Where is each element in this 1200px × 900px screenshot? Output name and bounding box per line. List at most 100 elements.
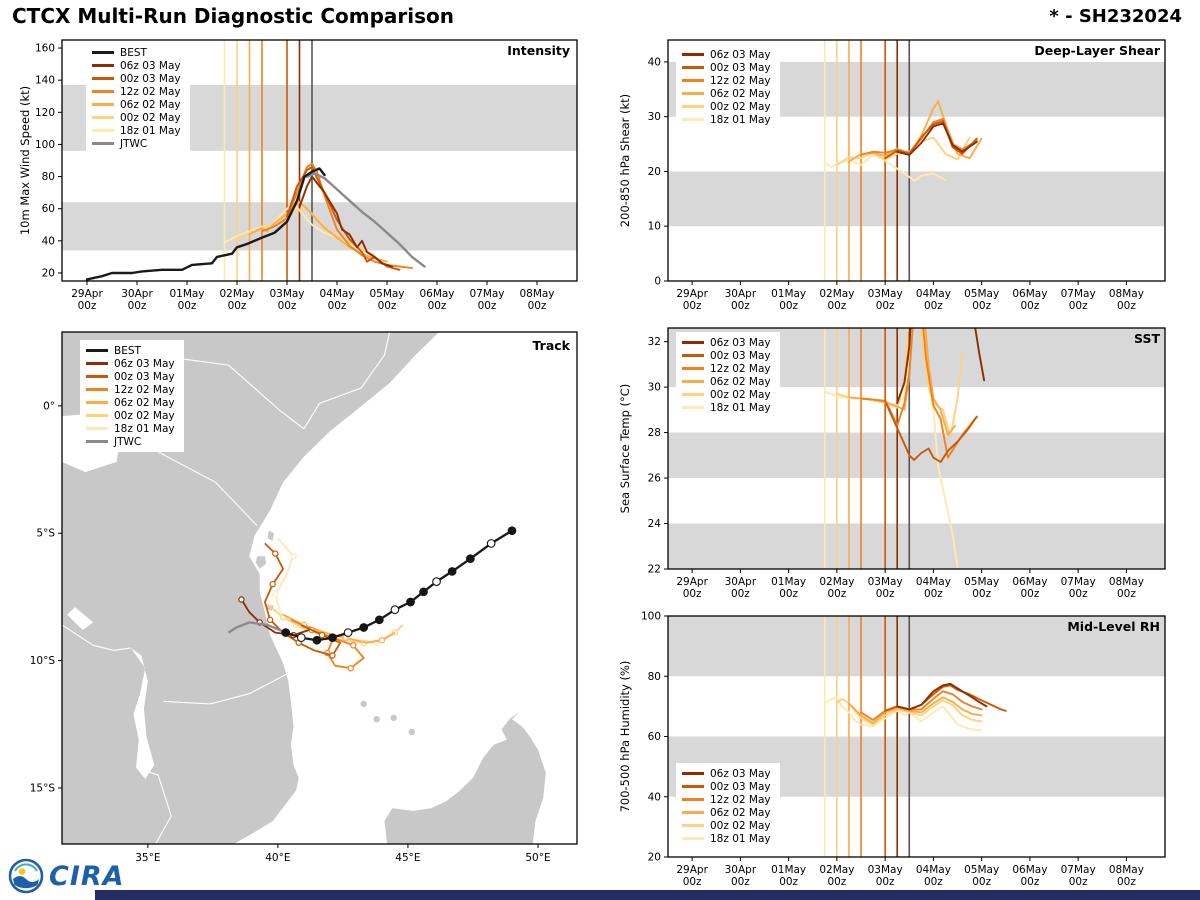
rh-ylabel: 700-500 hPa Humidity (%) <box>618 660 632 813</box>
legend-swatch <box>682 354 704 357</box>
svg-text:00z: 00z <box>1020 300 1039 312</box>
svg-text:5°S: 5°S <box>36 528 55 540</box>
svg-text:40: 40 <box>648 56 661 68</box>
series-r0603 <box>298 175 393 268</box>
legend-swatch <box>682 380 704 383</box>
svg-text:00z: 00z <box>924 300 943 312</box>
legend-item-r1202: 12z 02 May <box>682 362 771 375</box>
legend-item-r0602: 06z 02 May <box>86 396 175 409</box>
legend-item-r0603: 06z 03 May <box>92 59 181 72</box>
svg-text:140: 140 <box>35 75 55 87</box>
legend-label: 06z 02 May <box>710 806 771 819</box>
rh-title: Mid-Level RH <box>1067 619 1160 634</box>
series-r0003 <box>884 399 978 464</box>
legend-swatch <box>682 367 704 370</box>
legend-swatch <box>682 824 704 827</box>
legend-label: 12z 02 May <box>120 85 181 98</box>
track-jtwc <box>227 621 287 634</box>
shear-ylabel: 200-850 hPa Shear (kt) <box>618 93 632 228</box>
legend-label: 12z 02 May <box>710 793 771 806</box>
legend-label: 06z 03 May <box>710 336 771 349</box>
svg-text:10: 10 <box>648 221 661 233</box>
track-map: 35°E 40°E 45°E 50°E 0° 5°S 10°S 15°S <box>8 322 608 886</box>
svg-text:06May: 06May <box>419 288 454 300</box>
legend-swatch <box>92 77 114 80</box>
legend-swatch <box>86 362 108 365</box>
svg-text:02May: 02May <box>219 288 254 300</box>
legend-label: 00z 03 May <box>114 370 175 383</box>
svg-text:01May: 01May <box>771 864 806 876</box>
legend-swatch <box>92 103 114 106</box>
cira-emblem-icon <box>8 858 44 894</box>
svg-text:00z: 00z <box>528 300 547 312</box>
svg-text:00z: 00z <box>1117 300 1136 312</box>
svg-text:10°S: 10°S <box>30 655 56 667</box>
svg-text:00z: 00z <box>876 588 895 600</box>
legend-item-r0002: 00z 02 May <box>92 111 181 124</box>
svg-text:30Apr: 30Apr <box>725 864 757 876</box>
svg-text:50°E: 50°E <box>525 852 550 864</box>
svg-text:00z: 00z <box>1069 876 1088 888</box>
series-r1801 <box>823 154 947 182</box>
legend-item-r0603: 06z 03 May <box>682 48 771 61</box>
legend-label: JTWC <box>120 137 148 150</box>
svg-text:40: 40 <box>42 235 55 247</box>
legend-label: 18z 01 May <box>120 124 181 137</box>
legend-label: 18z 01 May <box>710 401 771 414</box>
svg-text:03May: 03May <box>868 864 903 876</box>
land-pemba-island <box>267 530 274 541</box>
svg-text:20: 20 <box>42 267 55 279</box>
chart-track: 35°E 40°E 45°E 50°E 0° 5°S 10°S 15°S <box>30 331 578 864</box>
svg-text:06May: 06May <box>1012 576 1047 588</box>
rh-plot: 20 40 60 80 100 29Apr 00z 30Apr 00z 01May 00z 02May… <box>600 610 1200 898</box>
legend-item-r1801: 18z 01 May <box>86 422 175 435</box>
svg-text:160: 160 <box>35 43 55 55</box>
svg-text:30Apr: 30Apr <box>121 288 153 300</box>
svg-text:30: 30 <box>648 111 661 123</box>
cira-logo-text: CIRA <box>49 860 125 892</box>
svg-text:00z: 00z <box>278 300 297 312</box>
svg-text:29Apr: 29Apr <box>71 288 103 300</box>
series-r0003 <box>884 120 978 160</box>
svg-text:00z: 00z <box>428 300 447 312</box>
svg-text:00z: 00z <box>178 300 197 312</box>
svg-text:07May: 07May <box>469 288 504 300</box>
svg-text:00z: 00z <box>228 300 247 312</box>
rh-legend: 06z 03 May 00z 03 May 12z 02 May 06z 02 May… <box>676 763 780 849</box>
svg-text:01May: 01May <box>771 576 806 588</box>
legend-swatch <box>682 79 704 82</box>
intensity-legend: BEST 06z 03 May 00z 03 May 12z 02 May 06z 02… <box>86 42 190 154</box>
footer-bar <box>95 890 1200 900</box>
svg-text:0°: 0° <box>43 400 55 412</box>
series-r1801 <box>823 696 983 732</box>
svg-text:05May: 05May <box>964 864 999 876</box>
svg-text:00z: 00z <box>478 300 497 312</box>
legend-swatch <box>86 414 108 417</box>
shear-legend: 06z 03 May 00z 03 May 12z 02 May 06z 02 May… <box>676 44 780 130</box>
svg-text:07May: 07May <box>1061 576 1096 588</box>
svg-text:26: 26 <box>648 473 662 485</box>
legend-swatch <box>92 51 114 54</box>
svg-text:00z: 00z <box>683 876 702 888</box>
legend-label: 06z 03 May <box>120 59 181 72</box>
svg-text:15°S: 15°S <box>30 782 56 794</box>
svg-text:80: 80 <box>648 671 661 683</box>
legend-item-r1801: 18z 01 May <box>682 401 771 414</box>
svg-text:0: 0 <box>654 276 661 288</box>
svg-text:28: 28 <box>648 427 661 439</box>
panel-intensity: 20 40 60 80 100 120 140 160 29Apr 00z 30Apr 00z 01Ma… <box>8 34 608 318</box>
page-title: CTCX Multi-Run Diagnostic Comparison <box>12 4 454 28</box>
legend-label: 00z 03 May <box>120 72 181 85</box>
legend-item-r0603: 06z 03 May <box>682 767 771 780</box>
legend-label: 00z 02 May <box>710 819 771 832</box>
svg-text:00z: 00z <box>972 588 991 600</box>
svg-text:00z: 00z <box>731 588 750 600</box>
legend-item-r1801: 18z 01 May <box>682 832 771 845</box>
legend-label: 00z 02 May <box>710 100 771 113</box>
legend-swatch <box>92 116 114 119</box>
legend-item-r0002: 00z 02 May <box>682 100 771 113</box>
legend-item-r1202: 12z 02 May <box>92 85 181 98</box>
legend-swatch <box>682 811 704 814</box>
legend-swatch <box>682 406 704 409</box>
